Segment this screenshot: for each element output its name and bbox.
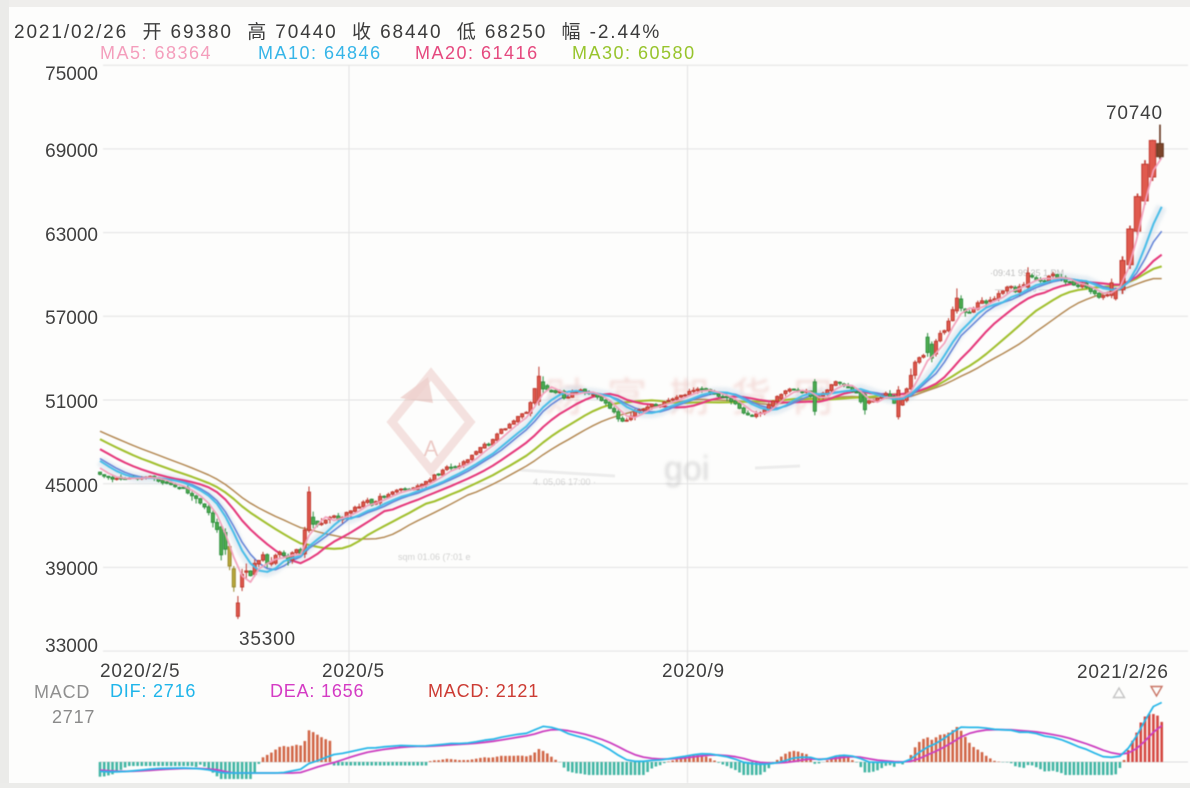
svg-text:sqm 01.06 (7:01 e: sqm 01.06 (7:01 e xyxy=(398,552,471,562)
svg-text:A: A xyxy=(424,436,439,461)
svg-text:goi: goi xyxy=(664,450,709,488)
svg-text:4. 05,06 17:00 ·: 4. 05,06 17:00 · xyxy=(533,477,596,487)
